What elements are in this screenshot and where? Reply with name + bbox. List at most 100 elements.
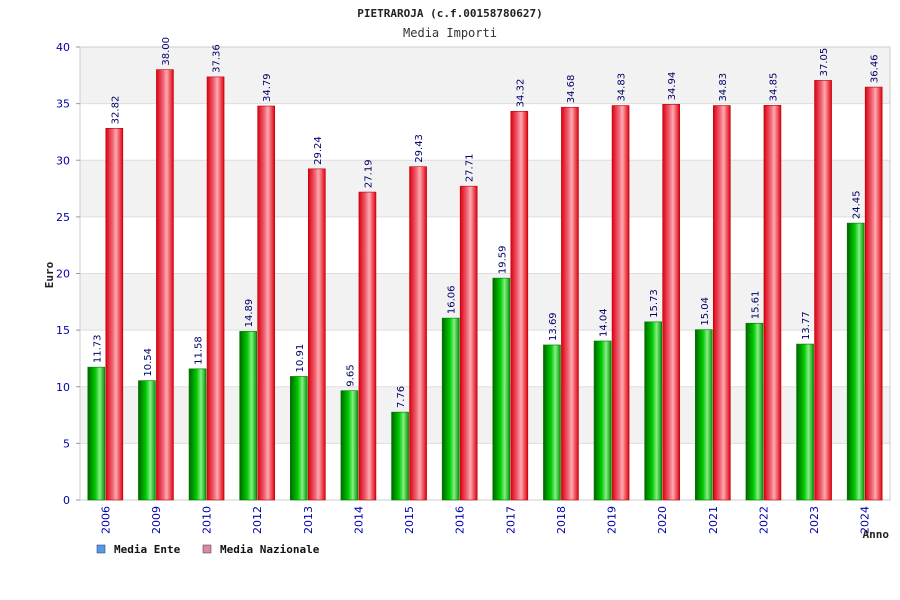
x-tick-label-2012: 2012 — [251, 506, 264, 534]
value-label-media-nazionale-2014: 27.19 — [363, 159, 374, 188]
value-label-media-ente-2022: 15.61 — [750, 291, 761, 320]
bar-media-ente-2024 — [846, 222, 865, 501]
y-tick-label: 0 — [63, 494, 70, 507]
chart-subtitle: Media Importi — [403, 26, 497, 40]
x-tick-label-2014: 2014 — [352, 506, 365, 534]
y-tick-label: 30 — [56, 154, 70, 167]
value-label-media-nazionale-2024: 36.46 — [870, 54, 881, 83]
value-label-media-nazionale-2015: 29.43 — [414, 134, 425, 163]
x-tick-label-2020: 2020 — [656, 506, 669, 534]
x-tick-label-2006: 2006 — [99, 506, 112, 534]
y-axis-label: Euro — [43, 261, 56, 288]
bar-media-nazionale-2016 — [459, 185, 478, 501]
value-label-media-ente-2014: 9.65 — [345, 364, 356, 386]
x-tick-label-2016: 2016 — [454, 506, 467, 534]
y-tick-label: 35 — [56, 98, 70, 111]
legend: Media Ente Media Nazionale — [96, 543, 320, 556]
x-tick-label-2015: 2015 — [403, 506, 416, 534]
bar-media-nazionale-2010 — [206, 76, 225, 501]
bar-media-ente-2010 — [188, 368, 207, 501]
bar-media-ente-2022 — [745, 322, 764, 501]
bar-media-nazionale-2017 — [510, 111, 529, 501]
x-axis-ticks: 2006 2009 2010 2012 2013 2014 2015 2016 2017 2018… — [99, 506, 871, 534]
bar-media-nazionale-2020 — [662, 104, 680, 501]
bar-media-ente-2020 — [644, 321, 662, 501]
legend-swatch-media-nazionale — [202, 544, 212, 554]
value-label-media-nazionale-2017: 34.32 — [515, 79, 526, 108]
bar-media-nazionale-2012 — [257, 105, 275, 501]
bar-media-nazionale-2021 — [713, 105, 731, 501]
value-label-media-nazionale-2010: 37.36 — [212, 44, 223, 73]
value-label-media-ente-2023: 13.77 — [801, 311, 812, 340]
bars — [87, 69, 883, 501]
x-tick-label-2018: 2018 — [555, 506, 568, 534]
value-label-media-ente-2016: 16.06 — [447, 285, 458, 314]
bar-media-nazionale-2023 — [814, 80, 832, 501]
bar-media-ente-2021 — [695, 329, 713, 501]
value-label-media-ente-2009: 10.54 — [143, 348, 154, 377]
bar-media-ente-2018 — [543, 344, 561, 501]
x-tick-label-2019: 2019 — [606, 506, 619, 534]
bar-media-nazionale-2018 — [561, 106, 579, 501]
y-tick-label: 5 — [63, 437, 70, 450]
value-label-media-nazionale-2022: 34.85 — [768, 73, 779, 102]
x-tick-label-2017: 2017 — [504, 506, 517, 534]
bar-media-nazionale-2022 — [763, 105, 782, 501]
bar-media-ente-2016 — [441, 317, 460, 501]
value-label-media-nazionale-2013: 29.24 — [313, 136, 324, 165]
value-label-media-ente-2013: 10.91 — [295, 344, 306, 373]
bar-media-nazionale-2014 — [358, 191, 377, 501]
y-tick-label: 25 — [56, 211, 70, 224]
bar-media-ente-2023 — [796, 343, 814, 501]
value-label-media-nazionale-2018: 34.68 — [566, 75, 577, 104]
bar-media-ente-2012 — [239, 331, 257, 501]
bar-media-nazionale-2009 — [156, 69, 174, 501]
bar-media-ente-2009 — [138, 380, 156, 501]
legend-label-media-ente: Media Ente — [114, 543, 181, 556]
x-axis-label: Anno — [863, 528, 890, 541]
value-label-media-nazionale-2021: 34.83 — [718, 73, 729, 102]
legend-item-media-nazionale: Media Nazionale — [202, 543, 320, 556]
value-label-media-ente-2024: 24.45 — [852, 190, 863, 219]
x-tick-label-2022: 2022 — [757, 506, 770, 534]
bar-media-ente-2019 — [593, 340, 612, 501]
y-tick-label: 20 — [56, 268, 70, 281]
bar-media-ente-2015 — [391, 411, 409, 501]
value-label-media-ente-2006: 11.73 — [92, 335, 103, 364]
value-labels: 11.73 32.82 10.54 38.00 11.58 37.36 14.89 34.79… — [92, 37, 880, 408]
value-label-media-ente-2020: 15.73 — [649, 289, 660, 318]
y-tick-label: 10 — [56, 381, 70, 394]
bar-media-ente-2017 — [492, 277, 511, 501]
legend-item-media-ente: Media Ente — [96, 543, 181, 556]
y-axis-ticks: 0 5 10 15 20 25 30 35 40 — [56, 41, 80, 507]
value-label-media-nazionale-2019: 34.83 — [617, 73, 628, 102]
legend-swatch-media-ente — [96, 544, 106, 554]
x-tick-label-2021: 2021 — [707, 506, 720, 534]
bar-media-nazionale-2013 — [308, 168, 326, 501]
value-label-media-nazionale-2016: 27.71 — [465, 154, 476, 183]
value-label-media-nazionale-2009: 38.00 — [161, 37, 172, 66]
value-label-media-ente-2010: 11.58 — [194, 336, 205, 365]
x-tick-label-2009: 2009 — [150, 506, 163, 534]
bar-media-ente-2014 — [340, 390, 359, 501]
value-label-media-ente-2017: 19.59 — [497, 246, 508, 275]
value-label-media-ente-2018: 13.69 — [548, 312, 559, 341]
x-tick-label-2023: 2023 — [808, 506, 821, 534]
value-label-media-nazionale-2012: 34.79 — [262, 73, 273, 102]
chart-title: PIETRAROJA (c.f.00158780627) — [357, 7, 542, 20]
value-label-media-ente-2019: 14.04 — [599, 308, 610, 337]
x-tick-label-2024: 2024 — [859, 506, 872, 534]
legend-label-media-nazionale: Media Nazionale — [220, 543, 320, 556]
y-tick-label: 40 — [56, 41, 70, 54]
y-tick-label: 15 — [56, 324, 70, 337]
value-label-media-ente-2012: 14.89 — [244, 299, 255, 328]
bar-media-ente-2013 — [290, 376, 308, 501]
bar-media-nazionale-2024 — [864, 86, 883, 501]
value-label-media-nazionale-2020: 34.94 — [667, 72, 678, 101]
bar-media-ente-2006 — [87, 366, 106, 501]
x-tick-label-2010: 2010 — [201, 506, 214, 534]
value-label-media-ente-2015: 7.76 — [396, 386, 407, 408]
bar-media-nazionale-2019 — [611, 105, 630, 501]
